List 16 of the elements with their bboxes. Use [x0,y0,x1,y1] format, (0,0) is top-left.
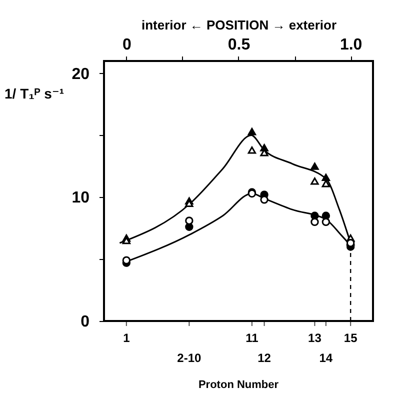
text: 14 [319,351,333,365]
text: 1 [123,331,130,345]
x-tick-label: 0.5 [228,36,250,54]
y-tick-label: 0 [80,314,90,330]
text: Proton Number [198,379,280,391]
text: 12 [258,351,272,365]
x-tick-label: 0 [122,36,132,54]
text: 13 [308,331,322,345]
y-tick-label: 10 [72,190,90,207]
text: 11 [246,331,259,345]
y-axis-title: 1/ T₁ᴾ s⁻¹ [4,86,64,102]
text: 15 [344,331,358,345]
x-tick-label: 1.0 [340,36,362,54]
x-axis-title: interior ← POSITION → exterior [141,18,337,32]
y-tick-label: 20 [72,66,90,83]
text: 2-10 [177,351,202,365]
